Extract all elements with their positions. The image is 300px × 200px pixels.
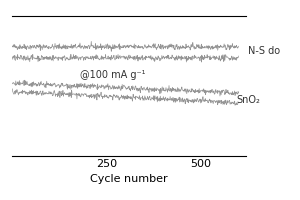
Text: @100 mA g⁻¹: @100 mA g⁻¹ (80, 70, 146, 80)
X-axis label: Cycle number: Cycle number (90, 174, 168, 184)
Text: N-S do: N-S do (248, 46, 280, 56)
Text: SnO₂: SnO₂ (237, 95, 260, 105)
